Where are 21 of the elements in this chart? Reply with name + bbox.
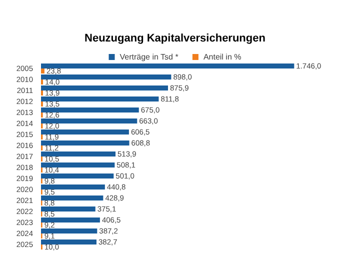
legend-label: Verträge in Tsd * xyxy=(120,52,178,62)
bar xyxy=(41,68,44,74)
bar xyxy=(41,86,168,90)
bar xyxy=(41,118,138,124)
bar xyxy=(41,196,104,200)
bar xyxy=(41,218,100,222)
bar xyxy=(41,206,96,212)
bar xyxy=(41,130,129,134)
bar xyxy=(41,228,98,234)
bar xyxy=(41,140,130,146)
bar xyxy=(41,96,159,102)
bar xyxy=(41,64,294,68)
bar xyxy=(41,162,115,168)
legend-label: Anteil in % xyxy=(203,52,242,62)
bar xyxy=(41,240,96,244)
chart-title: Neuzugang Kapitalversicherungen xyxy=(84,32,266,44)
bar xyxy=(41,108,139,112)
bar xyxy=(41,184,105,190)
bar xyxy=(41,174,114,178)
bar xyxy=(41,152,116,156)
bar xyxy=(41,74,172,80)
